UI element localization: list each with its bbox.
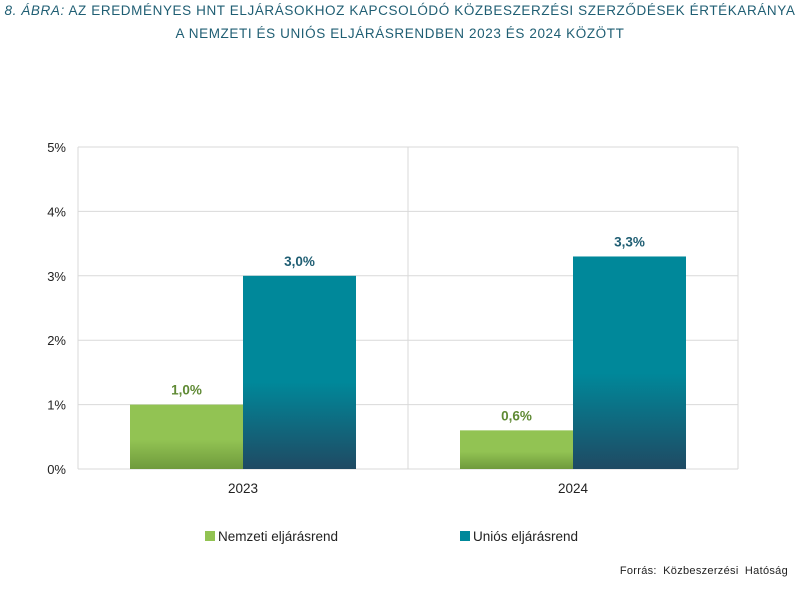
bar-nemzeti-2024 — [460, 430, 573, 469]
y-tick-label: 5% — [47, 140, 66, 155]
data-label: 3,3% — [614, 234, 645, 249]
y-tick-label: 2% — [47, 333, 66, 348]
title-text-line1: AZ EREDMÉNYES HNT ELJÁRÁSOKHOZ KAPCSOLÓD… — [68, 3, 796, 18]
bar-unios-2023 — [243, 275, 356, 469]
source-note: Forrás: Közbeszerzési Hatóság — [619, 565, 788, 577]
legend-label: Uniós eljárásrend — [473, 529, 578, 544]
legend-swatch-nemzeti — [205, 531, 215, 541]
data-label: 1,0% — [171, 383, 202, 398]
data-label: 0,6% — [501, 408, 532, 423]
x-tick-label: 2024 — [558, 481, 589, 496]
bar-unios-2024 — [573, 256, 686, 469]
y-tick-label: 0% — [47, 462, 66, 477]
y-tick-label: 1% — [47, 398, 66, 413]
legend-label: Nemzeti eljárásrend — [218, 529, 338, 544]
legend-swatch-unios — [460, 531, 470, 541]
figure-number: 8. ÁBRA: — [4, 3, 65, 18]
chart-title-line1: 8. ÁBRA: AZ EREDMÉNYES HNT ELJÁRÁSOKHOZ … — [0, 3, 800, 18]
chart-title-line2: A NEMZETI ÉS UNIÓS ELJÁRÁSRENDBEN 2023 É… — [175, 26, 625, 41]
y-tick-label: 3% — [47, 269, 66, 284]
data-label: 3,0% — [284, 254, 315, 269]
bar-nemzeti-2023 — [130, 404, 243, 469]
y-tick-label: 4% — [47, 204, 66, 219]
x-tick-label: 2023 — [228, 481, 258, 496]
